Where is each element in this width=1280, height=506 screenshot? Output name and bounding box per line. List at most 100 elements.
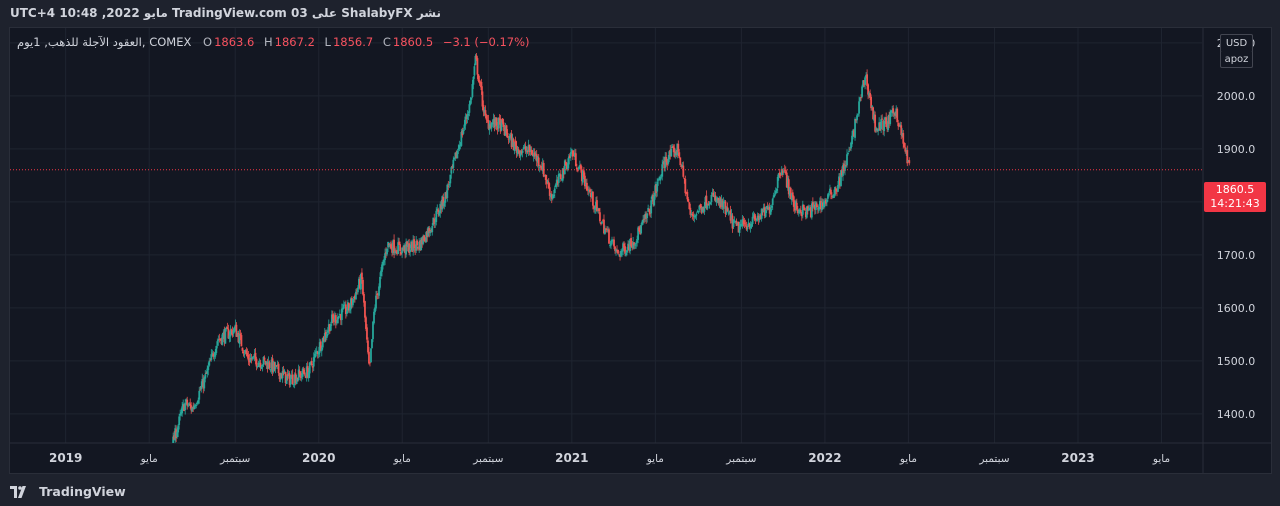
- candle-body: [613, 239, 615, 247]
- candle-body: [479, 82, 482, 84]
- candle-body: [587, 189, 589, 191]
- candle-body: [590, 193, 592, 198]
- candle-body: [113, 464, 115, 473]
- candle-body: [619, 254, 621, 257]
- candle-body: [66, 471, 68, 474]
- candle-body: [325, 333, 328, 339]
- candle-body: [868, 92, 871, 96]
- candle-body: [674, 152, 677, 156]
- candle-body: [577, 166, 580, 170]
- candle-body: [876, 129, 879, 131]
- x-tick-label: 2023: [1061, 451, 1094, 465]
- candle-body: [162, 462, 164, 463]
- candle-body: [227, 328, 230, 339]
- candle-body: [438, 212, 441, 216]
- candle-body: [208, 360, 211, 366]
- candle-body: [832, 197, 834, 199]
- candle-body: [392, 240, 394, 254]
- candle-body: [794, 201, 797, 209]
- candle-body: [343, 304, 346, 306]
- candle-body: [477, 74, 480, 82]
- candle-body: [480, 82, 483, 91]
- x-tick-label: سبتمبر: [472, 453, 503, 465]
- candle-body: [206, 368, 209, 374]
- candle-body: [412, 239, 415, 251]
- candle-body: [105, 460, 107, 462]
- candle-body: [754, 218, 757, 221]
- candle-body: [598, 208, 600, 212]
- candle-body: [571, 150, 574, 157]
- candle-body: [84, 453, 86, 456]
- candle-body: [740, 224, 743, 226]
- scale-button[interactable]: apoz: [1220, 52, 1253, 68]
- candle-body: [144, 470, 146, 474]
- candle-body: [534, 154, 537, 157]
- candle-body: [405, 241, 408, 255]
- candle-body: [218, 339, 221, 340]
- candle-body: [313, 353, 316, 358]
- candle-body: [230, 329, 233, 331]
- candle-body: [391, 246, 393, 253]
- candle-body: [420, 237, 423, 251]
- candle-body: [705, 195, 708, 209]
- candle-body: [528, 144, 531, 153]
- candle-body: [516, 149, 519, 155]
- candle-body: [192, 407, 195, 409]
- candle-body: [658, 179, 661, 181]
- candle-body: [102, 459, 104, 461]
- candle-body: [731, 215, 734, 229]
- candle-body: [470, 97, 473, 100]
- candle-body: [68, 468, 70, 471]
- chart-panel[interactable]: [9, 27, 1272, 474]
- candle-body: [799, 210, 802, 213]
- candle-body: [451, 165, 454, 168]
- candle-body: [67, 469, 69, 470]
- candle-body: [359, 278, 361, 289]
- candle-body: [409, 249, 412, 253]
- candle-body: [191, 407, 194, 412]
- candle-body: [883, 121, 886, 132]
- currency-button[interactable]: USD: [1220, 34, 1253, 53]
- candle-body: [770, 206, 773, 208]
- candle-body: [810, 203, 813, 218]
- candle-body: [828, 193, 830, 196]
- candle-body: [146, 468, 148, 471]
- candle-body: [473, 66, 476, 76]
- candle-body: [281, 371, 284, 379]
- candle-body: [293, 374, 296, 384]
- candle-body: [246, 353, 249, 357]
- candle-body: [765, 205, 768, 209]
- x-tick-label: 2022: [808, 451, 841, 465]
- candle-body: [365, 317, 367, 329]
- candle-body: [760, 208, 763, 219]
- candle-body: [821, 202, 823, 211]
- candle-body: [783, 169, 786, 171]
- candle-body: [128, 473, 130, 474]
- candle-body: [743, 222, 746, 224]
- candle-body: [116, 463, 118, 466]
- candle-body: [580, 169, 583, 182]
- candle-body: [239, 333, 242, 336]
- footer-brand[interactable]: TradingView: [10, 481, 126, 499]
- candle-body: [119, 468, 121, 474]
- candle-body: [724, 201, 727, 214]
- candle-body: [442, 196, 445, 206]
- price-chart[interactable]: 1400.01500.01600.01700.01800.01900.02000…: [10, 28, 1272, 474]
- candle-body: [638, 227, 641, 232]
- candle-body: [490, 122, 493, 129]
- candle-body: [720, 199, 723, 206]
- candle-body: [410, 241, 413, 249]
- candle-body: [712, 192, 715, 197]
- candle-body: [877, 129, 880, 132]
- candle-body: [414, 249, 417, 251]
- candle-body: [715, 199, 718, 203]
- candle-body: [812, 204, 815, 208]
- candle-body: [100, 462, 102, 468]
- candle-body: [319, 341, 322, 351]
- candle-body: [563, 160, 566, 175]
- x-tick-label: مايو: [1152, 453, 1170, 465]
- candle-body: [334, 315, 337, 324]
- candle-body: [241, 347, 244, 351]
- candle-body: [210, 354, 213, 361]
- candle-body: [228, 335, 231, 339]
